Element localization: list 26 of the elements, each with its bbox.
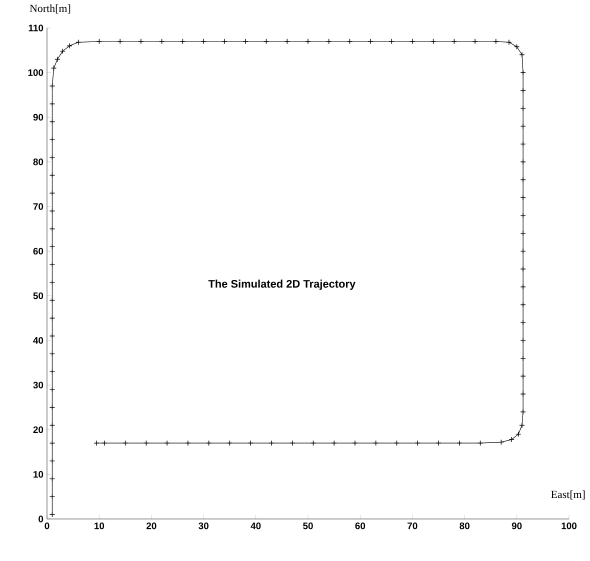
x-axis-title: East[m] <box>551 490 585 500</box>
x-tick-label: 60 <box>355 522 366 530</box>
y-tick-label: 110 <box>28 24 44 32</box>
y-tick-label: 20 <box>33 426 44 434</box>
y-tick-label: 40 <box>33 337 44 344</box>
y-tick-label: 100 <box>28 69 44 76</box>
y-tick-label: 30 <box>33 382 44 388</box>
y-tick-label: 80 <box>33 158 44 166</box>
x-tick-label: 30 <box>198 522 208 530</box>
x-tick-label: 90 <box>512 522 522 530</box>
x-tick-label: 50 <box>303 522 313 530</box>
y-tick-label: 60 <box>33 248 44 255</box>
y-axis-title: North[m] <box>30 4 70 14</box>
y-tick-label: 90 <box>33 114 44 121</box>
y-tick-label: 0 <box>38 516 44 522</box>
y-tick-label: 50 <box>33 292 44 300</box>
x-tick-label: 40 <box>250 522 261 530</box>
x-tick-label: 80 <box>460 522 470 530</box>
x-tick-label: 0 <box>44 522 50 530</box>
x-tick-label: 10 <box>94 522 104 530</box>
x-tick-label: 20 <box>146 522 156 530</box>
x-tick-label: 70 <box>408 522 418 530</box>
x-tick-label: 100 <box>562 522 577 530</box>
annotation: The Simulated 2D Trajectory <box>208 280 356 290</box>
y-tick-label: 10 <box>34 470 44 478</box>
y-tick-label: 70 <box>33 203 44 210</box>
